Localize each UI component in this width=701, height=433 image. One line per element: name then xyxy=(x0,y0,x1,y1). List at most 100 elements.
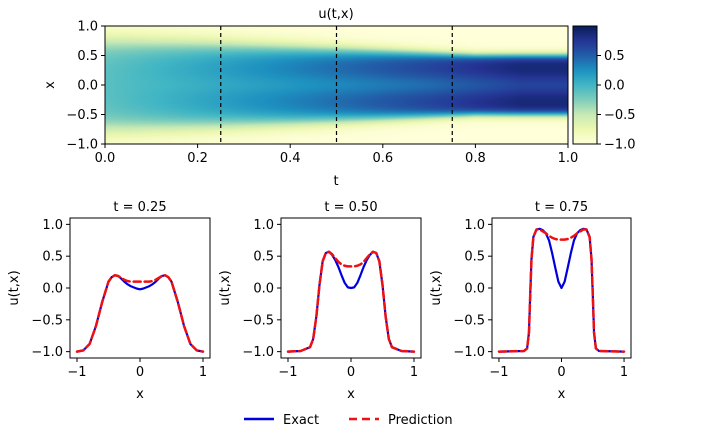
y-tick: −1.0 xyxy=(242,345,281,360)
prediction-line xyxy=(75,274,205,353)
panel-ylabel: u(t,x) xyxy=(429,270,444,305)
legend-exact-label: Exact xyxy=(283,413,319,428)
y-tick-label: −0.5 xyxy=(66,108,98,123)
x-tick-label: 0 xyxy=(557,365,565,380)
x-tick-label: −1 xyxy=(67,365,86,380)
x-tick: 1 xyxy=(199,358,207,380)
panel-t-050: t = 0.50 −1 0 1 1.0 0.5 0.0 −0.5 −1.0 x u(t,x) xyxy=(218,200,422,402)
y-tick: −0.5 xyxy=(66,108,105,123)
panel-t-025: t = 0.25 −1 0 1 1.0 0.5 0.0 −0.5 −1.0 x u(t,x) xyxy=(7,200,211,402)
x-tick-label: −1 xyxy=(489,365,508,380)
y-tick: −1.0 xyxy=(31,345,70,360)
y-tick: 1.0 xyxy=(77,20,105,35)
heatmap-time-markers xyxy=(220,26,453,144)
x-tick: 0 xyxy=(347,358,355,380)
colorbar-tick: −0.5 xyxy=(597,108,636,123)
y-tick-label: 1.0 xyxy=(77,20,98,35)
prediction-line xyxy=(286,250,416,353)
y-tick: 1.0 xyxy=(42,218,70,233)
colorbar-tick-label: −1.0 xyxy=(604,138,636,153)
y-tick: 1.0 xyxy=(464,218,492,233)
y-tick: −0.5 xyxy=(453,313,492,328)
colorbar: 0.5 0.0 −0.5 −1.0 xyxy=(572,25,636,153)
heatmap-panel: u(t,x) 0.0 0.2 0.4 0.6 0.8 1.0 1.0 0.5 0.0 −0.5 −… xyxy=(43,7,578,189)
x-tick-label: 0.8 xyxy=(465,151,486,166)
y-tick-label: 0.0 xyxy=(464,282,485,297)
x-tick-label: 1 xyxy=(410,365,418,380)
y-tick-label: −0.5 xyxy=(242,313,274,328)
x-tick: 0.8 xyxy=(465,144,486,166)
panel-xlabel: x xyxy=(558,387,566,402)
y-tick-label: −0.5 xyxy=(31,313,63,328)
colorbar-tick: 0.0 xyxy=(597,79,625,94)
x-tick: 0.0 xyxy=(95,144,116,166)
x-tick: −1 xyxy=(278,358,298,380)
y-tick-label: −1.0 xyxy=(453,345,485,360)
panel-xlabel: x xyxy=(136,387,144,402)
y-tick: −0.5 xyxy=(242,313,281,328)
y-tick-label: 0.0 xyxy=(42,282,63,297)
panel-title: t = 0.75 xyxy=(535,200,588,215)
x-tick: 0 xyxy=(557,358,566,380)
x-tick-label: 0.2 xyxy=(187,151,208,166)
y-tick: 1.0 xyxy=(253,218,281,233)
x-tick-label: 0 xyxy=(136,365,144,380)
heatmap-title: u(t,x) xyxy=(318,7,353,22)
y-tick-label: 0.5 xyxy=(464,250,485,265)
y-tick: −0.5 xyxy=(31,313,70,328)
x-tick-label: 0.6 xyxy=(372,151,393,166)
colorbar-tick: −1.0 xyxy=(597,138,636,153)
y-tick-label: −1.0 xyxy=(66,138,98,153)
x-tick-label: 1.0 xyxy=(558,151,579,166)
x-tick: 1 xyxy=(410,358,418,380)
x-tick-label: 0 xyxy=(347,365,355,380)
y-tick-label: 0.5 xyxy=(77,49,98,64)
y-tick: 0.0 xyxy=(77,79,105,94)
heatmap-ylabel: x xyxy=(43,81,58,89)
x-tick-label: 1 xyxy=(620,365,628,380)
y-tick-label: 1.0 xyxy=(42,218,63,233)
y-tick-label: −1.0 xyxy=(31,345,63,360)
y-tick: −1.0 xyxy=(453,345,492,360)
panel-t-075: t = 0.75 −1 0 1 1.0 0.5 0.0 −0.5 −1.0 x u(t,x) xyxy=(429,200,632,402)
y-tick: 0.0 xyxy=(464,282,492,297)
y-tick-label: 1.0 xyxy=(253,218,274,233)
x-tick: 1 xyxy=(620,358,628,380)
y-tick: 0.5 xyxy=(77,49,105,64)
y-tick: 0.5 xyxy=(42,250,70,265)
x-tick: 1.0 xyxy=(558,144,579,166)
heatmap-y-ticks: 1.0 0.5 0.0 −0.5 −1.0 xyxy=(66,20,105,153)
panel-title: t = 0.50 xyxy=(324,200,377,215)
x-tick-label: 0.0 xyxy=(95,151,116,166)
y-tick-label: −1.0 xyxy=(242,345,274,360)
x-tick: 0.2 xyxy=(187,144,208,166)
y-tick-label: 0.5 xyxy=(253,250,274,265)
y-tick: 0.5 xyxy=(253,250,281,265)
panel-title: t = 0.25 xyxy=(113,200,166,215)
panel-ylabel: u(t,x) xyxy=(7,270,22,305)
y-tick: 0.0 xyxy=(42,282,70,297)
y-tick: 0.0 xyxy=(253,282,281,297)
colorbar-tick-label: −0.5 xyxy=(604,108,636,123)
x-tick: −1 xyxy=(489,358,509,380)
panel-xlabel: x xyxy=(347,387,355,402)
x-tick: 0.4 xyxy=(280,144,301,166)
legend: Exact Prediction xyxy=(244,413,453,428)
y-tick-label: 0.0 xyxy=(77,79,98,94)
exact-line xyxy=(497,227,626,353)
colorbar-ticks: 0.5 0.0 −0.5 −1.0 xyxy=(597,49,636,153)
y-tick-label: 0.0 xyxy=(253,282,274,297)
y-tick-label: 1.0 xyxy=(464,218,485,233)
panel-ylabel: u(t,x) xyxy=(218,270,233,305)
colorbar-gradient xyxy=(573,26,597,144)
x-tick: 0 xyxy=(136,358,144,380)
x-tick-label: 0.4 xyxy=(280,151,301,166)
x-tick: 0.6 xyxy=(372,144,393,166)
prediction-line xyxy=(497,228,626,353)
colorbar-tick-label: 0.0 xyxy=(604,79,625,94)
x-tick-label: −1 xyxy=(278,365,297,380)
x-tick: −1 xyxy=(67,358,87,380)
y-tick-label: 0.5 xyxy=(42,250,63,265)
x-tick-label: 1 xyxy=(199,365,207,380)
